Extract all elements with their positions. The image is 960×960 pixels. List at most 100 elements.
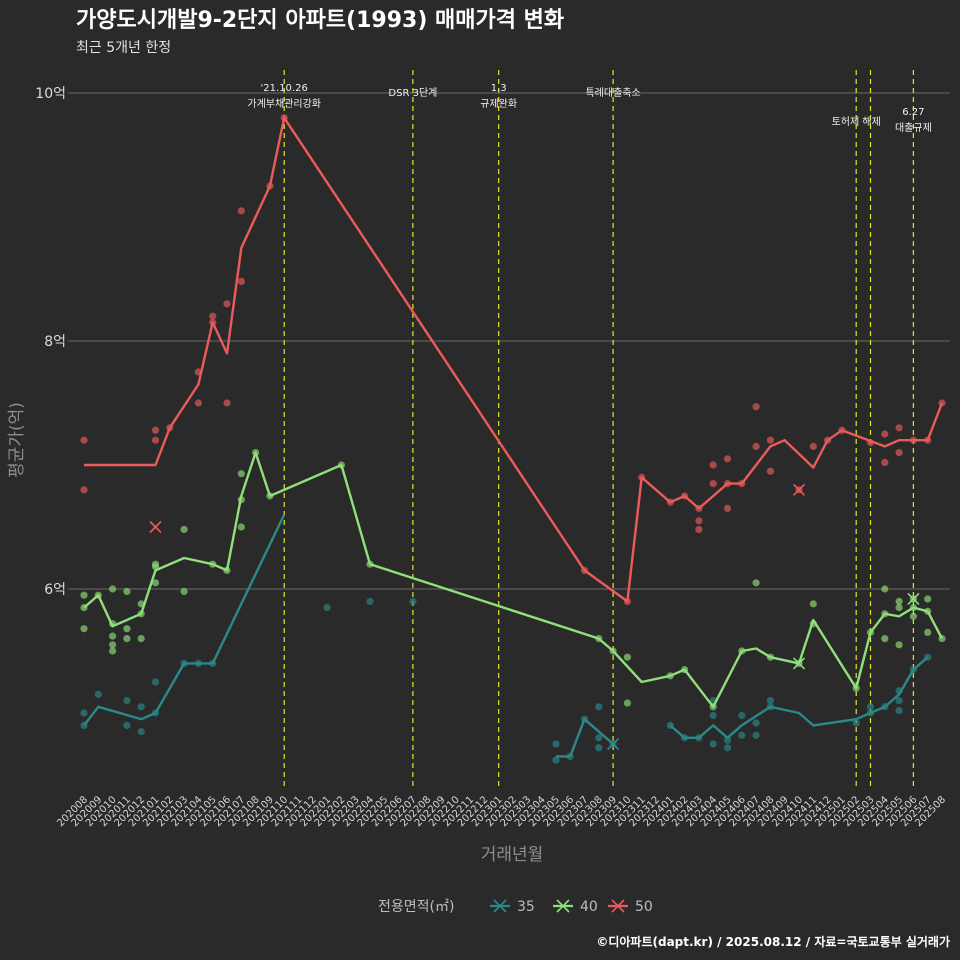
legend-cross	[611, 899, 625, 913]
data-point	[80, 486, 88, 494]
data-point	[137, 703, 145, 711]
event-label: 6.27	[902, 107, 924, 118]
series-line	[83, 451, 944, 708]
data-point	[766, 467, 775, 475]
data-point	[109, 632, 117, 640]
data-point	[924, 628, 932, 637]
data-point	[752, 442, 760, 450]
series-line	[84, 116, 944, 603]
data-point	[881, 585, 889, 593]
series-35	[80, 514, 932, 764]
data-point	[895, 449, 903, 457]
data-point	[137, 728, 145, 736]
data-point	[151, 426, 160, 434]
data-point	[723, 736, 732, 744]
caption: ©디아파트(dapt.kr) / 2025.08.12 / 자료=국토교통부 실…	[596, 934, 950, 949]
y-tick-label: 6억	[44, 582, 66, 598]
data-point	[80, 709, 88, 717]
event-label: 특례대출축소	[585, 87, 640, 99]
data-point	[237, 523, 245, 531]
cross-stroke	[607, 737, 620, 751]
data-point	[595, 734, 603, 742]
legend-label: 35	[517, 899, 535, 915]
legend-title: 전용면적(㎡)	[378, 899, 454, 915]
data-point	[852, 719, 860, 727]
data-point	[723, 455, 732, 463]
legend-label: 40	[580, 899, 598, 915]
cross-marker	[149, 520, 162, 534]
data-point	[723, 744, 732, 752]
data-point	[766, 436, 775, 444]
data-point	[180, 587, 188, 596]
data-point	[766, 697, 775, 705]
cross-stroke	[907, 592, 920, 605]
legend: 전용면적(㎡) 35 40 50	[378, 899, 653, 915]
event-label: DSR 3단계	[388, 87, 437, 99]
data-point	[695, 525, 703, 534]
data-point	[738, 731, 746, 739]
data-point	[924, 595, 932, 603]
data-point	[180, 525, 188, 534]
data-point	[109, 647, 117, 655]
data-point	[323, 604, 331, 612]
cross-marker	[907, 592, 920, 605]
data-point	[151, 436, 160, 444]
event-label: 가계부채관리강화	[247, 98, 321, 110]
data-point	[109, 585, 117, 593]
data-point	[881, 458, 889, 467]
data-point	[881, 430, 889, 438]
data-point	[223, 399, 231, 407]
event-label: 대출규제	[895, 122, 932, 134]
data-point	[366, 597, 374, 606]
data-point	[123, 635, 131, 643]
data-point	[709, 461, 717, 469]
event-label: 1.3	[491, 83, 507, 94]
legend-cross	[493, 899, 507, 913]
data-point	[723, 504, 732, 512]
legend-label: 50	[635, 899, 653, 915]
data-point	[237, 470, 245, 478]
legend-key-35: 35	[490, 899, 535, 915]
series-50	[80, 114, 946, 606]
data-point	[237, 277, 245, 286]
cross-marker	[792, 483, 806, 496]
cross-marker	[607, 737, 620, 751]
chart-title: 가양도시개발9-2단지 아파트(1993) 매매가격 변화	[76, 8, 564, 33]
data-point	[709, 711, 717, 720]
data-point	[895, 597, 903, 606]
data-point	[895, 604, 903, 612]
legend-cross	[556, 899, 570, 913]
y-axis-label: 평균가(억)	[7, 402, 27, 478]
legend-key-50: 50	[608, 899, 653, 915]
data-point	[752, 579, 760, 587]
data-point	[709, 740, 717, 748]
grid-lines	[68, 92, 950, 590]
data-point	[695, 517, 703, 525]
data-point	[237, 207, 245, 215]
data-point	[223, 300, 231, 308]
data-point	[595, 703, 603, 711]
data-point	[881, 635, 889, 643]
data-point	[738, 711, 746, 720]
data-point	[209, 312, 217, 320]
data-point	[623, 653, 632, 661]
data-point	[123, 625, 131, 633]
event-label: 토허제 해제	[832, 115, 881, 128]
event-label: 규제완화	[480, 98, 517, 110]
data-point	[137, 635, 145, 643]
data-point	[909, 612, 918, 620]
data-point	[194, 399, 202, 407]
cross-stroke	[792, 657, 806, 670]
data-point	[809, 442, 817, 450]
data-point	[123, 587, 131, 596]
series-line	[83, 514, 286, 727]
data-point	[409, 597, 417, 606]
series-line	[555, 718, 614, 758]
series-40	[80, 449, 946, 711]
data-point	[752, 731, 760, 739]
data-point	[866, 703, 875, 711]
cross-stroke	[149, 520, 162, 534]
data-point	[80, 591, 88, 599]
x-axis-ticks: 2020082020092020102020112020122021012021…	[55, 794, 948, 829]
